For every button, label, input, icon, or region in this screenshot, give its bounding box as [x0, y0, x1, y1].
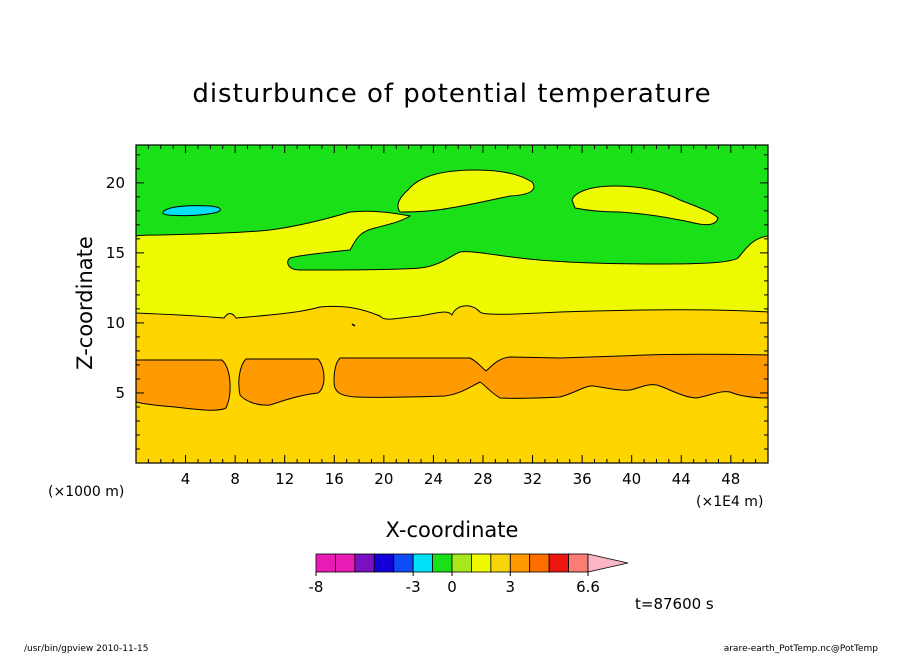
x-tick-label: 28: [473, 470, 492, 488]
chart-title: disturbunce of potential temperature: [192, 79, 711, 109]
x-tick-label: 32: [523, 470, 542, 488]
colorbar-label: 0: [447, 578, 457, 596]
x-tick-label: 36: [573, 470, 592, 488]
time-label: t=87600 s: [635, 595, 714, 613]
colorbar-labels: -8 -3 0 3 6.6: [309, 572, 600, 596]
colorbar-cell: [373, 553, 395, 573]
colorbar-label: 3: [506, 578, 516, 596]
colorbar-label: -8: [309, 578, 324, 596]
x-tick-label: 4: [181, 470, 191, 488]
colorbar-cell: [529, 553, 550, 573]
y-tick-label: 10: [106, 314, 125, 332]
footer-right: arare-earth_PotTemp.nc@PotTemp: [724, 644, 879, 654]
x-tick-label: 40: [622, 470, 641, 488]
colorbar-arrow: [587, 553, 629, 573]
colorbar-cell: [393, 553, 414, 573]
footer-left: /usr/bin/gpview 2010-11-15: [24, 644, 148, 654]
colorbar-cell: [412, 553, 433, 573]
y-tick-label: 20: [106, 174, 125, 192]
region-yellow-blob-2: [571, 185, 719, 226]
x-unit-left: (×1000 m): [48, 484, 124, 500]
plot-frame: [135, 144, 769, 464]
y-tick-label: 5: [115, 384, 125, 402]
x-tick-label: 20: [374, 470, 393, 488]
colorbar-cell: [354, 553, 375, 573]
region-cyan-blob: [162, 205, 221, 217]
region-dark-orange-3: [333, 353, 768, 399]
x-tick-label: 8: [230, 470, 240, 488]
colorbar-cell: [471, 553, 492, 573]
colorbar-cell: [490, 553, 511, 573]
x-axis-title: X-coordinate: [386, 518, 519, 542]
y-tick-label: 15: [106, 244, 125, 262]
x-unit-right: (×1E4 m): [696, 494, 763, 510]
x-tick-label: 24: [424, 470, 443, 488]
colorbar-cell: [451, 553, 472, 573]
colorbar-label: 6.6: [576, 578, 600, 596]
colorbar: [315, 553, 629, 573]
plot-area: [135, 144, 769, 464]
colorbar-cell: [315, 553, 336, 573]
region-dark-orange-2: [238, 358, 325, 406]
small-contour-mark: [351, 323, 356, 327]
region-yellow-blob-1: [397, 169, 535, 213]
y-axis-title: Z-coordinate: [73, 236, 97, 370]
colorbar-cell: [509, 553, 531, 573]
colorbar-cell: [335, 553, 356, 573]
x-tick-label: 48: [721, 470, 740, 488]
x-tick-label: 16: [325, 470, 344, 488]
colorbar-cell: [432, 553, 453, 573]
colorbar-cell: [548, 553, 569, 573]
x-tick-label: 12: [275, 470, 294, 488]
colorbar-label: -3: [406, 578, 421, 596]
x-axis: 4 8 12 16 20 24 28 32 36 40 44 48: [147, 145, 757, 488]
y-axis: 5 10 15 20: [106, 154, 768, 450]
region-dark-orange-1: [136, 359, 231, 411]
colorbar-cell: [568, 553, 589, 573]
x-tick-label: 44: [672, 470, 691, 488]
